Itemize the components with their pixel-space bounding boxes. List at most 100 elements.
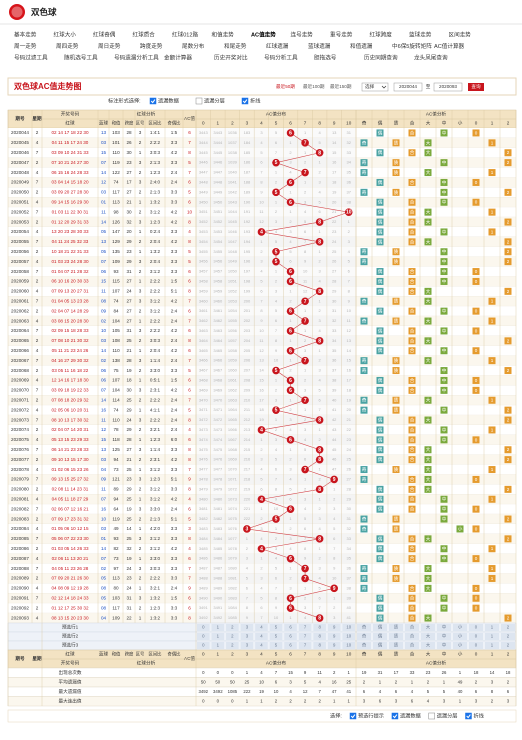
preselect-option[interactable]: 2 (507, 634, 510, 639)
preselect-option[interactable]: 9 (333, 634, 336, 639)
nav-link[interactable]: 周日走势 (98, 42, 121, 50)
footer-option[interactable]: 遗漏数据 (400, 711, 421, 719)
preselect-option[interactable]: 9 (333, 625, 336, 630)
footer-option[interactable]: 折线 (473, 711, 483, 719)
preselect-option[interactable]: 8 (318, 634, 321, 639)
preselect-option[interactable]: 小 (458, 624, 463, 631)
option-text[interactable]: 折线 (250, 96, 260, 104)
preselect-option[interactable]: 奇 (362, 633, 367, 640)
preselect-option[interactable]: 2 (231, 625, 234, 630)
preselect-option[interactable]: 5 (275, 634, 278, 639)
preselect-option[interactable]: 合 (410, 633, 415, 640)
preselect-option[interactable]: 偶 (378, 642, 383, 649)
preselect-option[interactable]: 质 (394, 642, 399, 649)
nav-link[interactable]: AC值走势 (251, 30, 276, 38)
preselect-option[interactable]: 中 (442, 624, 446, 631)
preselect-option[interactable]: 6 (289, 625, 292, 630)
preselect-option[interactable]: 4 (260, 643, 263, 648)
nav-link[interactable]: 历史开奖对比 (214, 53, 248, 61)
range-link[interactable]: 最近150期 (330, 83, 352, 90)
preselect-option[interactable]: 6 (289, 643, 292, 648)
nav-link[interactable]: 红球质合 (133, 30, 156, 38)
nav-link[interactable]: 区间走势 (449, 30, 472, 38)
preselect-option[interactable]: 4 (260, 634, 263, 639)
nav-link[interactable]: 周一走势 (14, 42, 37, 50)
nav-link[interactable]: 和值遗漏 (350, 42, 373, 50)
nav-link[interactable]: 跨度走势 (140, 42, 163, 50)
preselect-option[interactable]: 3 (246, 643, 249, 648)
range-link[interactable]: 最近50期 (276, 83, 295, 90)
preselect-option[interactable]: 5 (275, 643, 278, 648)
nav-link[interactable]: 金额计算器 (164, 53, 192, 61)
preselect-option[interactable]: 0 (475, 625, 478, 630)
nav-link[interactable]: 中6保5旋转矩阵 (392, 42, 432, 50)
preselect-option[interactable]: 10 (346, 625, 351, 630)
preselect-option[interactable]: 大 (426, 633, 431, 640)
preselect-option[interactable]: 10 (346, 634, 351, 639)
nav-link[interactable]: 红球跨度 (370, 30, 393, 38)
preselect-option[interactable]: 大 (426, 642, 431, 649)
preselect-option[interactable]: 1 (491, 634, 494, 639)
preselect-option[interactable]: 2 (507, 625, 510, 630)
preselect-option[interactable]: 7 (304, 625, 307, 630)
preselect-option[interactable]: 0 (202, 634, 205, 639)
footer-option[interactable]: 预选行提示 (358, 711, 384, 719)
preselect-option[interactable]: 8 (318, 625, 321, 630)
nav-link[interactable]: 重号走势 (330, 30, 353, 38)
preselect-option[interactable]: 3 (246, 625, 249, 630)
input-text[interactable]: 2020093 (439, 84, 457, 89)
preselect-option[interactable]: 合 (410, 642, 415, 649)
nav-link[interactable]: 胆拖选号 (314, 53, 337, 61)
nav-link[interactable]: 红球大小 (54, 30, 77, 38)
preselect-option[interactable]: 小 (458, 633, 463, 640)
nav-link[interactable]: 号码分析工具 (264, 53, 298, 61)
nav-link[interactable]: 蓝球走势 (409, 30, 432, 38)
preselect-option[interactable]: 4 (260, 625, 263, 630)
preselect-option[interactable]: 奇 (362, 624, 367, 631)
preselect-option[interactable]: 1 (491, 643, 494, 648)
nav-link[interactable]: 号码过滤工具 (14, 53, 48, 61)
preselect-option[interactable]: 1 (491, 625, 494, 630)
preselect-option[interactable]: 质 (394, 624, 399, 631)
footer-option[interactable]: 遗漏分层 (437, 711, 458, 719)
preselect-option[interactable]: 2 (507, 643, 510, 648)
nav-link[interactable]: 号码遗漏分析工具 (114, 53, 159, 61)
nav-link[interactable]: 基本走势 (14, 30, 37, 38)
nav-link[interactable]: 尾数分布 (182, 42, 205, 50)
nav-link[interactable]: 和值走势 (212, 30, 235, 38)
preselect-option[interactable]: 0 (475, 634, 478, 639)
preselect-option[interactable]: 大 (426, 624, 431, 631)
preselect-option[interactable]: 1 (217, 634, 220, 639)
select-text[interactable]: 选择 (365, 83, 375, 90)
preselect-option[interactable]: 中 (442, 633, 446, 640)
nav-link[interactable]: AC值计算器 (434, 42, 465, 50)
nav-link[interactable]: 龙头凤尾查询 (414, 53, 448, 61)
preselect-option[interactable]: 5 (275, 625, 278, 630)
input-text[interactable]: 2020044 (399, 84, 417, 89)
preselect-option[interactable]: 3 (246, 634, 249, 639)
nav-link[interactable]: 周四走势 (56, 42, 79, 50)
preselect-option[interactable]: 7 (304, 643, 307, 648)
preselect-option[interactable]: 6 (289, 634, 292, 639)
nav-link[interactable]: 红球遗漏 (266, 42, 289, 50)
preselect-option[interactable]: 0 (475, 643, 478, 648)
option-text[interactable]: 遗漏分层 (204, 96, 225, 104)
preselect-option[interactable]: 合 (410, 624, 415, 631)
preselect-option[interactable]: 奇 (362, 642, 367, 649)
option-text[interactable]: 遗漏数据 (158, 96, 179, 104)
preselect-option[interactable]: 1 (217, 625, 220, 630)
range-link[interactable]: 最近100期 (303, 83, 325, 90)
nav-link[interactable]: 随机选号工具 (64, 53, 98, 61)
query-button-text[interactable]: 查询 (471, 83, 481, 90)
preselect-option[interactable]: 7 (304, 634, 307, 639)
nav-link[interactable]: 红球奇偶 (93, 30, 116, 38)
nav-link[interactable]: 红球012路 (172, 30, 199, 38)
preselect-option[interactable]: 中 (442, 642, 446, 649)
preselect-option[interactable]: 2 (231, 643, 234, 648)
nav-link[interactable]: 和尾走势 (224, 42, 247, 50)
preselect-option[interactable]: 小 (458, 642, 463, 649)
preselect-option[interactable]: 1 (217, 643, 220, 648)
preselect-option[interactable]: 2 (231, 634, 234, 639)
preselect-option[interactable]: 8 (318, 643, 321, 648)
nav-link[interactable]: 历史同期查询 (364, 53, 398, 61)
